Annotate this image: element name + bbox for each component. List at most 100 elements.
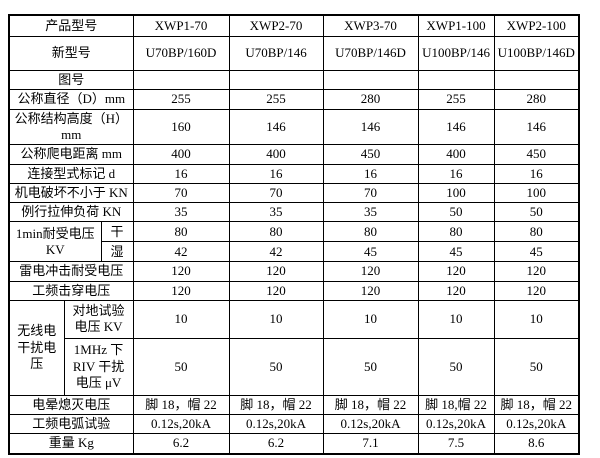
cell-failing-load-2: 70	[322, 182, 419, 204]
cell-drawing-no-0	[132, 69, 230, 90]
cell-routine-tensile-load-2: 35	[322, 201, 419, 223]
cell-weight-3: 7.5	[417, 433, 495, 454]
cell-nominal-diameter-0: 255	[132, 88, 230, 110]
cell-drawing-no-3	[417, 69, 495, 90]
cell-failing-load-4: 100	[493, 182, 580, 204]
cell-coupling-mark-4: 16	[493, 163, 580, 184]
table-row: 公称结构高度（H） mm 160 146 146 146 146	[8, 108, 580, 146]
cell-coupling-mark-1: 16	[228, 163, 324, 184]
cell-puncture-voltage-1: 120	[228, 280, 324, 301]
table-row: 图号	[8, 69, 580, 90]
cell-weight-0: 6.2	[132, 433, 230, 454]
cell-nominal-height-1: 146	[228, 108, 324, 146]
cell-creepage-distance-2: 450	[322, 144, 419, 165]
cell-corona-extinction-2: 脚 18，帽 22	[322, 394, 419, 416]
table-row: 1min耐受电压 KV 干 80 80 80 80 80	[8, 221, 580, 263]
table-row: 工频电弧试验 0.12s,20kA 0.12s,20kA 0.12s,20kA …	[8, 413, 580, 435]
cell-routine-tensile-load-4: 50	[493, 201, 580, 223]
cell-nominal-diameter-1: 255	[228, 88, 324, 110]
cell-withstand-dry-0: 80	[132, 221, 230, 243]
row-label-product-model: 产品型号	[8, 14, 134, 37]
cell-nominal-height-4: 146	[493, 108, 580, 146]
table-row: 公称直径（D）mm 255 255 280 255 280	[8, 88, 580, 110]
cell-riv-level-2: 50	[322, 337, 419, 396]
cell-lightning-impulse-4: 120	[493, 261, 580, 282]
row-label-coupling-mark: 连接型式标记 d	[8, 163, 134, 184]
row-label-drawing-no: 图号	[8, 69, 134, 90]
row-label-nominal-diameter: 公称直径（D）mm	[8, 88, 134, 110]
cell-riv-test-voltage-2: 10	[322, 299, 419, 339]
table-row: 产品型号 XWP1-70 XWP2-70 XWP3-70 XWP1-100 XW…	[8, 14, 580, 37]
cell-withstand-wet-4: 45	[493, 241, 580, 263]
cell-corona-extinction-0: 脚 18，帽 22	[132, 394, 230, 416]
cell-riv-level-1: 50	[228, 337, 324, 396]
cell-riv-test-voltage-4: 10	[493, 299, 580, 339]
cell-drawing-no-1	[228, 69, 324, 90]
cell-withstand-dry-1: 80	[228, 221, 324, 243]
row-label-arc-test: 工频电弧试验	[8, 413, 134, 435]
col-header-model-0: XWP1-70	[132, 14, 230, 37]
cell-puncture-voltage-4: 120	[493, 280, 580, 301]
row-label-routine-tensile-load: 例行拉伸负荷 KN	[8, 201, 134, 223]
cell-riv-level-4: 50	[493, 337, 580, 396]
table-row: 1MHz 下 RIV 干扰 电压 μV 50 50 50 50 50	[9, 337, 580, 396]
row-label-lightning-impulse: 雷电冲击耐受电压	[8, 261, 134, 282]
cell-lightning-impulse-2: 120	[322, 261, 419, 282]
cell-new-model-4: U100BP/146D	[493, 35, 580, 71]
row-label-corona-extinction: 电晕熄灭电压	[8, 394, 134, 416]
table-row: 重量 Kg 6.2 6.2 7.1 7.5 8.6	[8, 433, 580, 454]
cell-riv-level-3: 50	[417, 337, 495, 396]
col-header-model-1: XWP2-70	[228, 14, 324, 37]
cell-failing-load-1: 70	[228, 182, 324, 204]
cell-puncture-voltage-2: 120	[322, 280, 419, 301]
insulator-spec-table: 产品型号 XWP1-70 XWP2-70 XWP3-70 XWP1-100 XW…	[8, 14, 581, 455]
cell-routine-tensile-load-0: 35	[132, 201, 230, 223]
row-label-nominal-height: 公称结构高度（H） mm	[8, 108, 134, 146]
cell-lightning-impulse-0: 120	[132, 261, 230, 282]
table-row: 新型号 U70BP/160D U70BP/146 U70BP/146D U100…	[8, 35, 580, 71]
row-label-withstand-dry: 干	[100, 221, 134, 243]
cell-nominal-diameter-2: 280	[322, 88, 419, 110]
cell-new-model-1: U70BP/146	[228, 35, 324, 71]
col-header-model-2: XWP3-70	[322, 14, 419, 37]
cell-withstand-wet-0: 42	[132, 241, 230, 263]
cell-corona-extinction-1: 脚 18，帽 22	[228, 394, 324, 416]
cell-riv-test-voltage-1: 10	[228, 299, 324, 339]
cell-withstand-dry-2: 80	[322, 221, 419, 243]
cell-creepage-distance-0: 400	[132, 144, 230, 165]
table-row: 电晕熄灭电压 脚 18，帽 22 脚 18，帽 22 脚 18，帽 22 脚 1…	[8, 394, 580, 416]
table-row: 雷电冲击耐受电压 120 120 120 120 120	[8, 261, 580, 282]
cell-creepage-distance-3: 400	[417, 144, 495, 165]
cell-withstand-wet-3: 45	[417, 241, 495, 263]
cell-nominal-height-3: 146	[417, 108, 495, 146]
cell-nominal-height-2: 146	[322, 108, 419, 146]
table-row: 公称爬电距离 mm 400 400 450 400 450	[8, 144, 580, 165]
row-label-riv-test-voltage: 对地试验 电压 KV	[63, 299, 134, 339]
cell-drawing-no-2	[322, 69, 419, 90]
cell-creepage-distance-4: 450	[493, 144, 580, 165]
cell-lightning-impulse-3: 120	[417, 261, 495, 282]
cell-nominal-diameter-3: 255	[417, 88, 495, 110]
cell-new-model-0: U70BP/160D	[132, 35, 230, 71]
cell-puncture-voltage-3: 120	[417, 280, 495, 301]
cell-withstand-wet-2: 45	[322, 241, 419, 263]
col-header-model-3: XWP1-100	[417, 14, 495, 37]
row-label-failing-load: 机电破坏不小于 KN	[8, 182, 134, 204]
col-header-model-4: XWP2-100	[493, 14, 580, 37]
cell-nominal-height-0: 160	[132, 108, 230, 146]
table-row: 无线电干扰电压 对地试验 电压 KV 10 10 10 10 10	[8, 299, 580, 396]
row-label-weight: 重量 Kg	[8, 433, 134, 454]
cell-weight-1: 6.2	[228, 433, 324, 454]
cell-corona-extinction-3: 脚 18,帽 22	[417, 394, 495, 416]
cell-withstand-wet-1: 42	[228, 241, 324, 263]
cell-arc-test-0: 0.12s,20kA	[132, 413, 230, 435]
cell-routine-tensile-load-1: 35	[228, 201, 324, 223]
cell-failing-load-3: 100	[417, 182, 495, 204]
cell-new-model-3: U100BP/146	[417, 35, 495, 71]
cell-puncture-voltage-0: 120	[132, 280, 230, 301]
table-row: 连接型式标记 d 16 16 16 16 16	[8, 163, 580, 184]
cell-failing-load-0: 70	[132, 182, 230, 204]
row-label-creepage-distance: 公称爬电距离 mm	[8, 144, 134, 165]
cell-routine-tensile-load-3: 50	[417, 201, 495, 223]
